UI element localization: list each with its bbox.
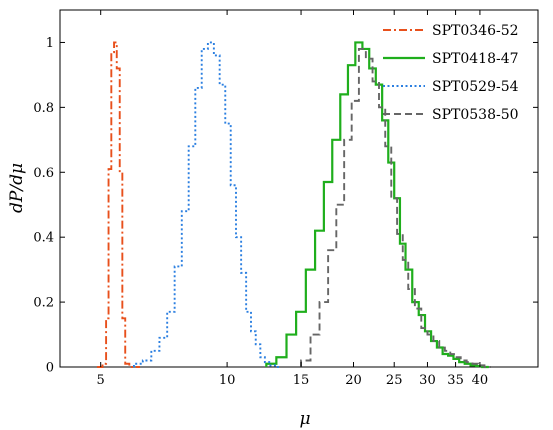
x-tick-label: 20 xyxy=(345,373,362,388)
axes-layer: 5 10 15 20 25 30 35 40 0 0.2 0.4 0.6 0.8 1 xyxy=(33,10,538,388)
legend-label: SPT0529-54 xyxy=(432,79,519,95)
x-axis-label: μ xyxy=(299,409,310,429)
x-tick-label: 5 xyxy=(97,373,105,388)
series-line-spt0538-50 xyxy=(300,48,491,368)
y-tick-label: 0 xyxy=(46,361,54,376)
x-tick-label: 40 xyxy=(472,373,489,388)
x-tick-label: 35 xyxy=(447,373,464,388)
y-tick-label: 0.4 xyxy=(33,231,54,246)
legend-label: SPT0346-52 xyxy=(432,23,519,39)
y-axis-label: dP/dμ xyxy=(7,163,27,213)
y-tick-label: 1 xyxy=(46,36,54,51)
legend-label: SPT0538-50 xyxy=(432,107,519,123)
series-layer xyxy=(97,41,491,369)
y-tick-label: 0.2 xyxy=(33,296,54,311)
y-tick-label: 0.8 xyxy=(33,101,54,116)
x-tick-label: 30 xyxy=(419,373,436,388)
x-tick-label: 15 xyxy=(293,373,310,388)
series-line-spt0346-52 xyxy=(97,41,140,368)
x-tick-label: 10 xyxy=(219,373,236,388)
series-line-spt0529-54 xyxy=(132,41,281,368)
legend: SPT0346-52 SPT0418-47 SPT0529-54 SPT0538-50 xyxy=(383,23,519,123)
series-line-spt0418-47 xyxy=(265,41,489,369)
y-tick-label: 0.6 xyxy=(33,166,54,181)
legend-label: SPT0418-47 xyxy=(432,51,519,67)
plot-area xyxy=(59,9,539,368)
x-tick-label: 25 xyxy=(386,373,403,388)
